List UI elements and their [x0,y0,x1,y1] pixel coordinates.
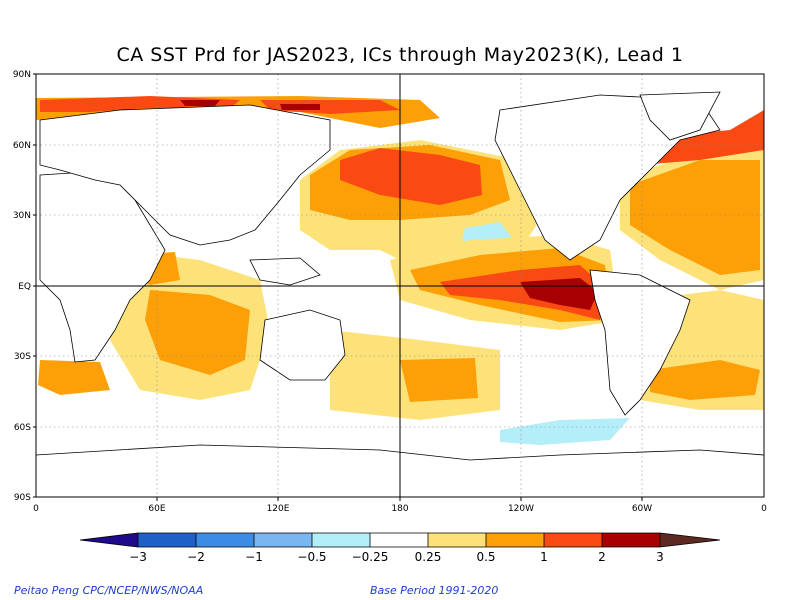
colorbar-segment [602,533,660,547]
lat-tick-label: 60S [14,423,31,433]
anomaly-region-eq-pacific-strong [440,265,602,320]
anomaly-region-north-pacific-core [390,165,475,200]
anomaly-region-south-atlantic-warm [650,360,760,400]
lat-tick-label: 90S [14,493,31,503]
anomaly-region-indian-ocean [145,290,250,375]
landmass-eurasia [39,104,331,246]
colorbar: −3 −2 −1 −0.5 −0.25 0.25 0.5 1 2 3 [79,532,721,564]
colorbar-segment-gt-3 [660,533,720,547]
colorbar-label: 1 [540,550,548,564]
anomaly-region-south-pacific [400,358,478,402]
continent-outlines [36,91,764,497]
lat-tick-marks [33,73,36,498]
colorbar-label: −3 [129,550,147,564]
anomaly-region-south-indian-warm [38,360,110,395]
lon-tick-label: 60W [632,504,652,514]
anomaly-region-arctic-band-core-2 [280,104,320,110]
lat-tick-label: EQ [18,282,31,292]
lat-tick-label: 90N [13,70,31,80]
colorbar-label: −1 [245,550,263,564]
credit-author: Peitao Peng CPC/NCEP/NWS/NOAA [14,584,204,597]
lon-tick-label: 120W [508,504,534,514]
colorbar-segment [544,533,602,547]
colorbar-label: 0.5 [476,550,495,564]
credit-base-period: Base Period 1991-2020 [370,584,499,597]
colorbar-segment [428,533,486,547]
lon-tick-label: 0 [33,504,39,514]
landmass-australia [259,309,346,381]
lat-tick-label: 30N [13,211,31,221]
anomaly-region-arctic-band-core [180,100,220,106]
anomaly-region-southern-ocean-cool [500,418,630,445]
lon-tick-label: 120E [267,504,290,514]
lon-tick-label: 60E [148,504,165,514]
colorbar-segment [370,533,428,547]
longitude-axis: 0 60E 120E 180 120W 60W 0 [33,504,767,514]
anomaly-region-north-atlantic [630,160,760,275]
colorbar-label: −0.25 [352,550,389,564]
colorbar-segment [486,533,544,547]
map-title: CA SST Prd for JAS2023, ICs through May2… [116,44,684,66]
landmass-south-america [589,269,691,416]
anomaly-region-eq-pacific-core [555,286,588,300]
lat-tick-label: 30S [14,352,31,362]
lon-tick-label: 0 [761,504,767,514]
landmass-greenland [639,91,721,141]
lon-tick-label: 180 [391,504,408,514]
colorbar-label: 3 [656,550,664,564]
lon-tick-marks [156,497,643,501]
colorbar-segment [312,533,370,547]
colorbar-segment [138,533,196,547]
landmass-indonesia [249,257,321,286]
colorbar-label: 0.25 [415,550,442,564]
sst-shading [36,96,764,445]
colorbar-label: −2 [187,550,205,564]
colorbar-segment-lt-neg3 [80,533,138,547]
colorbar-segment [254,533,312,547]
colorbar-label: −0.5 [297,550,326,564]
latitude-axis: 90N 60N 30N EQ 30S 60S 90S [13,70,31,503]
lat-tick-label: 60N [13,141,31,151]
colorbar-label: 2 [598,550,606,564]
anomaly-region-arctic-band-strong-2 [260,100,400,114]
colorbar-segment [196,533,254,547]
